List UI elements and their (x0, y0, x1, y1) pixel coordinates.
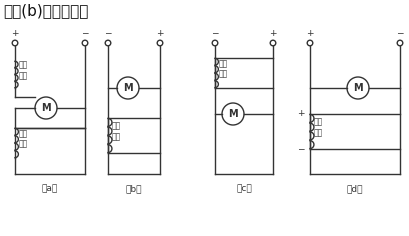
Circle shape (35, 97, 57, 119)
Text: 并励
绕组: 并励 绕组 (19, 129, 28, 149)
Text: +: + (11, 29, 19, 38)
Text: M: M (123, 83, 133, 93)
Text: M: M (352, 83, 362, 93)
Text: +: + (269, 29, 276, 38)
Text: （c）: （c） (236, 184, 251, 193)
Text: +: + (156, 29, 163, 38)
Circle shape (306, 40, 312, 46)
Text: +: + (306, 29, 313, 38)
Text: −: − (211, 29, 218, 38)
Text: M: M (228, 109, 237, 119)
Circle shape (105, 40, 110, 46)
Text: 串励
绕组: 串励 绕组 (218, 59, 228, 79)
Text: +: + (297, 110, 304, 118)
Circle shape (212, 40, 217, 46)
Text: 串励
绕组: 串励 绕组 (19, 61, 28, 80)
Circle shape (221, 103, 243, 125)
Circle shape (117, 77, 139, 99)
Text: −: − (297, 144, 304, 153)
Circle shape (346, 77, 368, 99)
Circle shape (396, 40, 402, 46)
Text: −: − (395, 29, 403, 38)
Text: （b）: （b） (126, 184, 142, 193)
Text: 并励
绕组: 并励 绕组 (313, 118, 322, 137)
Circle shape (82, 40, 88, 46)
Text: 图中(b)图是什么？: 图中(b)图是什么？ (3, 3, 88, 18)
Text: （d）: （d） (346, 184, 362, 193)
Circle shape (12, 40, 18, 46)
Text: 并励
绕组: 并励 绕组 (112, 122, 121, 141)
Text: −: − (81, 29, 88, 38)
Circle shape (270, 40, 275, 46)
Text: M: M (41, 103, 51, 113)
Text: −: − (104, 29, 112, 38)
Text: （a）: （a） (42, 184, 58, 193)
Circle shape (157, 40, 162, 46)
